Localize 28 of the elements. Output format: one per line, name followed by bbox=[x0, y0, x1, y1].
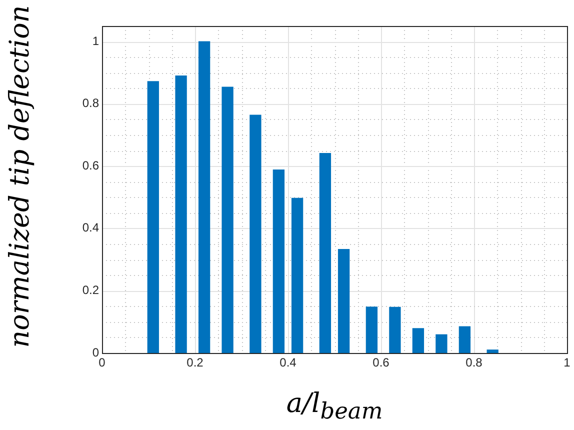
y-tick-label: 0.4 bbox=[82, 220, 100, 235]
bar bbox=[175, 76, 187, 353]
x-tick-label: 0.2 bbox=[186, 356, 204, 370]
bar bbox=[412, 328, 424, 353]
y-tick-label: 0.6 bbox=[82, 158, 100, 172]
y-tick-label: 0.8 bbox=[82, 96, 100, 110]
bar bbox=[389, 306, 401, 353]
bar bbox=[147, 81, 159, 353]
x-tick-label: 0.4 bbox=[280, 356, 297, 370]
bar bbox=[272, 170, 285, 353]
x-tick-label: 0.8 bbox=[466, 356, 483, 370]
bar bbox=[222, 86, 234, 353]
x-tick-label: 1 bbox=[564, 356, 571, 370]
x-axis-title: a/l$_{beam}$ bbox=[285, 388, 384, 424]
bar bbox=[458, 326, 471, 353]
bar bbox=[198, 41, 210, 353]
bar bbox=[319, 153, 332, 353]
y-tick-label: 0.2 bbox=[82, 283, 100, 298]
bar bbox=[486, 350, 498, 353]
bar bbox=[250, 114, 262, 353]
y-tick-label: 1 bbox=[92, 34, 100, 48]
bar bbox=[291, 198, 304, 353]
bar bbox=[436, 334, 448, 353]
y-axis-title: normalized tip deflection bbox=[4, 5, 36, 348]
bar bbox=[338, 248, 350, 353]
x-tick-label: 0.6 bbox=[372, 356, 390, 370]
bar bbox=[366, 306, 378, 353]
y-tick-label: 0 bbox=[92, 345, 100, 360]
